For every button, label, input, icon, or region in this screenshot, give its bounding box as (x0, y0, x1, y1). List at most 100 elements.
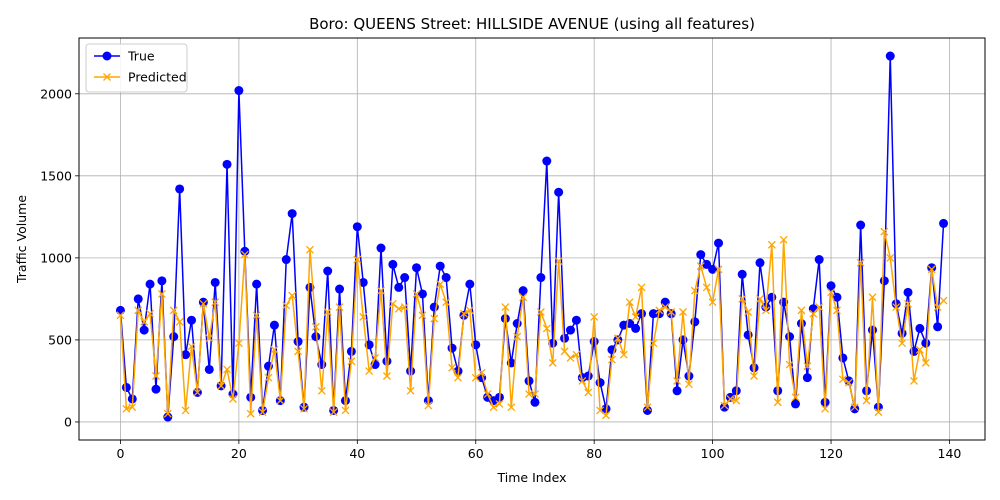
predicted-point (850, 403, 859, 412)
true-point (660, 297, 670, 307)
true-point (571, 315, 581, 325)
predicted-point (773, 398, 782, 407)
predicted-point (708, 298, 717, 307)
true-point (376, 243, 386, 253)
predicted-point (607, 355, 616, 364)
predicted-point (400, 303, 409, 312)
true-point (406, 366, 416, 376)
predicted-point (436, 280, 445, 289)
true-point (583, 371, 593, 381)
true-point (802, 373, 812, 383)
x-tick-label: 0 (116, 446, 124, 461)
predicted-point (542, 324, 551, 333)
true-point (696, 250, 706, 260)
predicted-point (282, 301, 291, 310)
predicted-point (448, 363, 457, 372)
predicted-point (643, 403, 652, 412)
true-point (755, 258, 765, 268)
predicted-point (827, 288, 835, 297)
predicted-point (548, 358, 557, 367)
true-point (714, 238, 724, 248)
predicted-point (856, 258, 865, 267)
predicted-point (382, 372, 391, 380)
predicted-point (602, 411, 610, 420)
legend-swatch-marker (103, 73, 111, 81)
predicted-point (163, 409, 172, 418)
predicted-point (649, 339, 658, 348)
true-point (441, 273, 451, 283)
true-point (631, 323, 641, 333)
predicted-point (584, 388, 593, 397)
predicted-point (394, 304, 403, 313)
true-point (785, 332, 795, 342)
true-point (335, 284, 345, 294)
predicted-point (596, 406, 605, 415)
predicted-point (258, 408, 267, 417)
true-point (536, 273, 546, 283)
predicted-point (477, 368, 486, 377)
true-point (210, 277, 220, 287)
predicted-point (613, 334, 622, 343)
predicted-point (909, 376, 918, 385)
predicted-point (862, 396, 871, 405)
predicted-point (927, 265, 936, 274)
predicted-point (702, 283, 711, 292)
predicted-point (300, 404, 308, 413)
predicted-point (809, 309, 818, 318)
predicted-point (803, 362, 812, 371)
predicted-point (205, 334, 214, 343)
predicted-point (750, 372, 759, 380)
predicted-point (353, 255, 362, 264)
y-axis-label: Traffic Volume (14, 195, 29, 284)
true-point (554, 187, 564, 197)
predicted-point (329, 408, 338, 417)
predicted-point (661, 303, 670, 312)
chart-title: Boro: QUEENS Street: HILLSIDE AVENUE (us… (309, 15, 755, 33)
predicted-point (519, 293, 528, 302)
true-point (844, 376, 854, 386)
y-tick-label: 1500 (40, 168, 72, 183)
true-point (560, 333, 570, 343)
predicted-point (673, 376, 682, 385)
true-point (388, 259, 398, 269)
predicted-point (779, 235, 788, 244)
true-point (856, 220, 866, 230)
predicted-point (821, 404, 830, 413)
predicted-point (317, 386, 326, 395)
true-point (115, 305, 125, 315)
true-point (163, 412, 173, 422)
true-point (808, 304, 818, 314)
true-point (832, 292, 842, 302)
true-point (565, 325, 575, 335)
predicted-point (217, 381, 226, 390)
true-point (921, 338, 931, 348)
predicted-point (738, 294, 747, 303)
true-point (222, 159, 232, 169)
x-tick-label: 80 (586, 446, 602, 461)
true-point (915, 323, 925, 333)
true-point (927, 263, 937, 273)
predicted-point (305, 245, 314, 254)
predicted-point (921, 358, 930, 367)
predicted-point (892, 303, 901, 312)
predicted-point (430, 314, 439, 323)
x-tick-label: 40 (349, 446, 365, 461)
predicted-point (874, 408, 883, 417)
predicted-point (187, 342, 196, 351)
predicted-point (767, 240, 776, 249)
predicted-point (886, 253, 895, 262)
true-point (234, 86, 244, 96)
predicted-point (442, 298, 451, 307)
predicted-point (536, 308, 545, 316)
predicted-point (371, 353, 380, 362)
predicted-point (193, 388, 202, 397)
true-point (791, 399, 801, 409)
true-point (447, 343, 457, 353)
predicted-point (454, 373, 462, 382)
x-axis-label: Time Index (497, 470, 567, 485)
predicted-point (412, 290, 421, 298)
predicted-point (566, 353, 575, 362)
true-point (524, 376, 534, 386)
true-point (595, 378, 605, 388)
true-point (358, 277, 368, 287)
